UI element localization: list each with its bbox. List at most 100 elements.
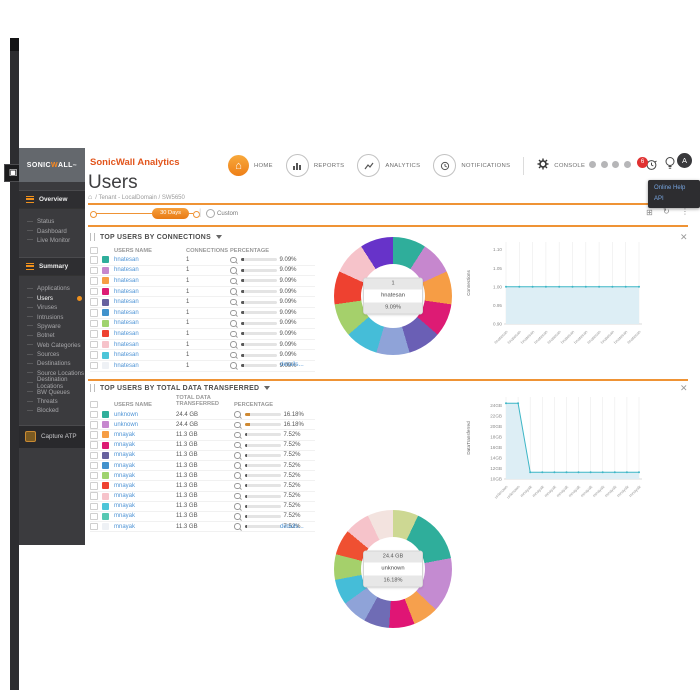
- row-checkbox[interactable]: [90, 431, 98, 439]
- row-checkbox[interactable]: [90, 277, 98, 285]
- user-name-link[interactable]: hnatesan: [114, 288, 139, 295]
- row-checkbox[interactable]: [90, 502, 98, 511]
- help-menu-api[interactable]: API: [654, 196, 664, 202]
- row-checkbox[interactable]: [90, 512, 98, 521]
- column-connections[interactable]: CONNECTIONS: [186, 248, 229, 254]
- sidebar-item-destinations[interactable]: — Destinations: [27, 360, 71, 368]
- select-all-checkbox[interactable]: [90, 400, 98, 408]
- user-name-link[interactable]: hnatesan: [114, 320, 139, 327]
- sidebar-item-spyware[interactable]: — Spyware: [27, 322, 61, 330]
- magnifier-icon[interactable]: [234, 523, 241, 530]
- sidebar-item-destination-locations[interactable]: — Destination Locations: [27, 375, 68, 390]
- row-checkbox[interactable]: [90, 471, 98, 480]
- row-checkbox[interactable]: [90, 340, 98, 349]
- magnifier-icon[interactable]: [230, 330, 237, 338]
- magnifier-icon[interactable]: [234, 411, 241, 418]
- user-name-link[interactable]: mnayak: [114, 523, 136, 530]
- magnifier-icon[interactable]: [234, 513, 241, 520]
- user-name-link[interactable]: unknown: [114, 421, 139, 428]
- column-percentage[interactable]: PERCENTAGE: [234, 402, 274, 408]
- row-checkbox[interactable]: [90, 330, 98, 338]
- row-checkbox[interactable]: [90, 482, 98, 490]
- row-checkbox[interactable]: [90, 351, 98, 359]
- magnifier-icon[interactable]: [234, 441, 241, 449]
- magnifier-icon[interactable]: [230, 351, 237, 359]
- select-all-checkbox[interactable]: [90, 246, 98, 254]
- user-name-link[interactable]: hnatesan: [114, 267, 139, 274]
- panel-data-header[interactable]: TOP USERS BY TOTAL DATA TRANSFERRED: [90, 384, 271, 392]
- breadcrumb-home-icon[interactable]: ⌂: [88, 194, 93, 201]
- sidebar-item-source-locations[interactable]: — Source Locations: [27, 369, 85, 377]
- user-name-link[interactable]: hnatesan: [114, 330, 139, 337]
- row-checkbox[interactable]: [90, 287, 98, 296]
- row-checkbox[interactable]: [90, 298, 98, 306]
- row-checkbox[interactable]: [90, 522, 98, 531]
- row-checkbox[interactable]: [90, 266, 98, 275]
- user-avatar[interactable]: A: [677, 153, 692, 168]
- sidebar-item-botnet[interactable]: — Botnet: [27, 332, 55, 340]
- column-users-name[interactable]: USERS NAME: [114, 402, 152, 408]
- user-name-link[interactable]: hnatesan: [114, 256, 139, 263]
- sidebar-item-status[interactable]: — Status: [27, 218, 55, 226]
- row-checkbox[interactable]: [90, 309, 98, 317]
- user-name-link[interactable]: mnayak: [114, 462, 136, 469]
- sidebar-item-dashboard[interactable]: — Dashboard: [27, 227, 67, 235]
- panel-connections-header[interactable]: TOP USERS BY CONNECTIONS: [90, 233, 222, 241]
- row-checkbox[interactable]: [90, 410, 98, 419]
- row-checkbox[interactable]: [90, 421, 98, 429]
- user-name-link[interactable]: mnayak: [114, 503, 136, 510]
- data-details-link[interactable]: details...: [280, 523, 304, 530]
- slider-start-handle[interactable]: [90, 211, 97, 218]
- magnifier-icon[interactable]: [230, 288, 237, 295]
- magnifier-icon[interactable]: [234, 421, 241, 429]
- row-checkbox[interactable]: [90, 361, 98, 370]
- magnifier-icon[interactable]: [230, 298, 237, 306]
- user-name-link[interactable]: mnayak: [114, 482, 136, 489]
- nav-reports[interactable]: REPORTS: [285, 154, 344, 177]
- row-checkbox[interactable]: [90, 319, 98, 328]
- magnifier-icon[interactable]: [230, 362, 237, 369]
- user-name-link[interactable]: hnatesan: [114, 299, 139, 306]
- magnifier-icon[interactable]: [230, 256, 237, 264]
- magnifier-icon[interactable]: [230, 277, 237, 285]
- slider-end-handle[interactable]: [193, 211, 200, 218]
- row-checkbox[interactable]: [90, 256, 98, 264]
- panel-data-close-icon[interactable]: ✕: [680, 383, 688, 393]
- row-checkbox[interactable]: [90, 492, 98, 500]
- user-name-link[interactable]: mnayak: [114, 513, 136, 520]
- sidebar-item-users[interactable]: — Users: [19, 294, 85, 303]
- custom-range-radio[interactable]: [206, 209, 215, 218]
- user-name-link[interactable]: hnatesan: [114, 309, 139, 316]
- sidebar-section-overview[interactable]: Overview: [19, 190, 85, 209]
- user-name-link[interactable]: mnayak: [114, 493, 136, 500]
- magnifier-icon[interactable]: [234, 482, 241, 490]
- magnifier-icon[interactable]: [234, 503, 241, 510]
- refresh-icon[interactable]: ↻: [663, 207, 670, 216]
- nav-home[interactable]: ⌂ HOME: [228, 155, 273, 176]
- magnifier-icon[interactable]: [230, 341, 237, 348]
- magnifier-icon[interactable]: [234, 462, 241, 469]
- connections-details-link[interactable]: details...: [280, 361, 304, 368]
- more-vertical-icon[interactable]: ⋮: [681, 207, 689, 216]
- sidebar-item-applications[interactable]: — Applications: [27, 285, 70, 293]
- nav-analytics[interactable]: ANALYTICS: [357, 154, 420, 177]
- column-percentage[interactable]: PERCENTAGE: [230, 248, 270, 254]
- magnifier-icon[interactable]: [234, 431, 241, 439]
- sidebar-section-summary[interactable]: Summary: [19, 257, 85, 277]
- sidebar-item-web-categories[interactable]: — Web Categories: [27, 341, 81, 349]
- column-total-data[interactable]: TOTAL DATA TRANSFERRED: [176, 394, 219, 408]
- row-checkbox[interactable]: [90, 441, 98, 449]
- sidebar-item-live-monitor[interactable]: — Live Monitor: [27, 236, 71, 244]
- sidebar-item-capture-atp[interactable]: Capture ATP: [19, 424, 85, 448]
- magnifier-icon[interactable]: [234, 472, 241, 479]
- sidebar-item-bw-queues[interactable]: — BW Queues: [27, 388, 70, 396]
- row-checkbox[interactable]: [90, 461, 98, 470]
- user-name-link[interactable]: mnayak: [114, 452, 136, 459]
- user-name-link[interactable]: hnatesan: [114, 341, 139, 348]
- export-icon[interactable]: ⊞: [646, 208, 653, 217]
- user-name-link[interactable]: mnayak: [114, 431, 136, 438]
- magnifier-icon[interactable]: [230, 320, 237, 327]
- panel-connections-close-icon[interactable]: ✕: [680, 232, 688, 242]
- sidebar-item-threats[interactable]: — Threats: [27, 398, 58, 406]
- sidebar-item-sources[interactable]: — Sources: [27, 351, 60, 359]
